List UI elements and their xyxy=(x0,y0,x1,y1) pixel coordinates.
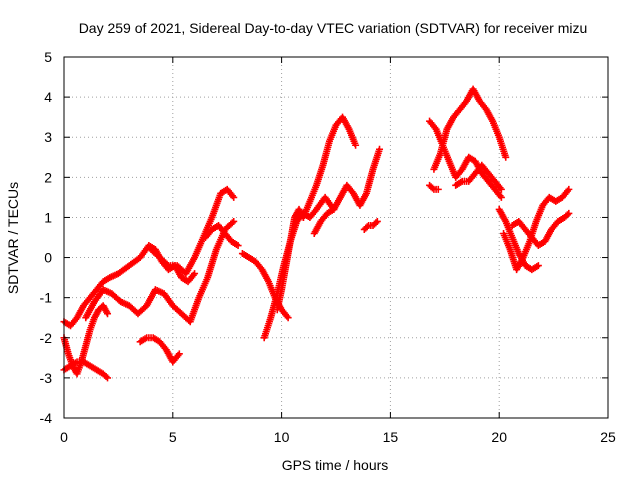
data-points xyxy=(60,85,573,382)
data-point xyxy=(502,153,510,161)
data-point xyxy=(230,217,238,225)
series-track-11 xyxy=(299,113,360,221)
data-point xyxy=(434,185,442,193)
series-track-13 xyxy=(360,217,381,233)
series-track-5 xyxy=(136,334,183,366)
grid-lines xyxy=(64,57,608,418)
data-point xyxy=(363,223,371,231)
data-point xyxy=(284,314,292,322)
series-track-1 xyxy=(60,242,199,330)
data-point xyxy=(372,219,380,227)
axis-ticks: 0 5 10 15 20 25 -4 -3 -2 -1 0 1 2 3 4 5 xyxy=(40,49,616,445)
data-point xyxy=(163,260,171,268)
data-point xyxy=(497,185,505,193)
y-tick-label: -1 xyxy=(40,290,53,306)
y-tick-label: 2 xyxy=(44,169,52,185)
x-tick-label: 5 xyxy=(169,429,177,445)
data-point xyxy=(104,374,112,382)
y-tick-label: -4 xyxy=(40,410,53,426)
series-track-10 xyxy=(273,205,307,314)
series-track-4 xyxy=(82,217,238,326)
data-point xyxy=(534,262,542,270)
series-track-17 xyxy=(452,161,505,193)
data-point xyxy=(191,270,199,278)
data-point xyxy=(565,185,573,193)
data-point xyxy=(376,145,384,153)
data-point xyxy=(497,193,505,201)
data-point xyxy=(104,310,112,318)
plot-frame xyxy=(63,56,609,419)
x-tick-label: 20 xyxy=(491,429,507,445)
x-tick-label: 15 xyxy=(383,429,399,445)
data-point xyxy=(352,141,360,149)
data-point xyxy=(175,350,183,358)
data-point xyxy=(228,219,236,227)
x-tick-label: 10 xyxy=(274,429,290,445)
y-tick-label: 0 xyxy=(44,250,52,266)
y-tick-label: 3 xyxy=(44,129,52,145)
series-track-20 xyxy=(508,209,573,250)
series-track-16 xyxy=(426,181,442,193)
series-track-15 xyxy=(430,85,510,173)
data-point xyxy=(102,373,110,381)
series-track-6 xyxy=(147,185,238,278)
data-point xyxy=(565,209,573,217)
series-track-7 xyxy=(201,221,242,250)
x-tick-label: 25 xyxy=(600,429,616,445)
y-tick-label: -2 xyxy=(40,330,53,346)
y-axis-label: SDTVAR / TECUs xyxy=(5,182,21,294)
y-tick-label: -3 xyxy=(40,370,53,386)
data-point xyxy=(234,242,242,250)
data-point xyxy=(428,184,436,192)
y-tick-label: 4 xyxy=(44,89,52,105)
x-tick-label: 0 xyxy=(60,429,68,445)
y-tick-label: 1 xyxy=(44,209,52,225)
data-point xyxy=(373,217,381,225)
data-point xyxy=(563,211,571,219)
series-track-3 xyxy=(60,358,112,382)
series-track-19 xyxy=(500,185,573,274)
data-point xyxy=(230,193,238,201)
y-tick-label: 5 xyxy=(44,49,52,65)
series-track-12 xyxy=(310,145,384,237)
chart-title: Day 259 of 2021, Sidereal Day-to-day VTE… xyxy=(79,20,588,36)
x-axis-label: GPS time / hours xyxy=(282,457,389,473)
